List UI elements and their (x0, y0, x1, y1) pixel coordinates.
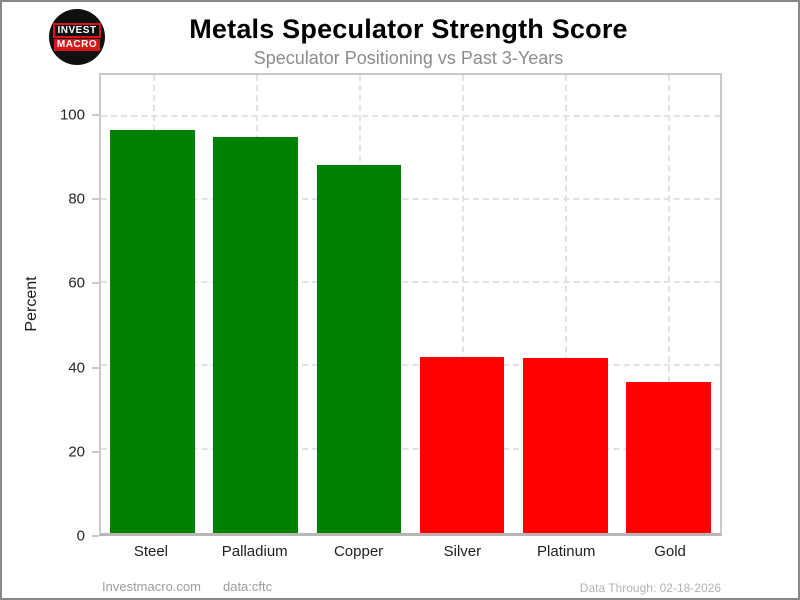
x-tick-label-platinum: Platinum (537, 543, 596, 560)
bar-slot-steel (101, 75, 204, 533)
x-tick-label-silver: Silver (443, 543, 482, 560)
y-axis-title: Percent (23, 276, 40, 332)
bar-slot-palladium (204, 75, 307, 533)
bar-slot-copper (307, 75, 410, 533)
y-tick-label-20: 20 (68, 443, 85, 461)
bar-platinum (522, 358, 608, 533)
bars-layer (101, 75, 720, 533)
y-tick-mark-0 (92, 535, 99, 537)
bar-slot-platinum (514, 75, 617, 533)
hgridline-80 (101, 197, 720, 200)
plot-area (99, 73, 722, 536)
logo-invest-text: INVEST (53, 23, 101, 38)
hgridline-40 (101, 364, 720, 367)
y-tick-label-0: 0 (76, 527, 85, 545)
hgridline-100 (101, 114, 720, 117)
x-axis: Steel Palladium Copper Silver Platinum Gold (99, 543, 722, 560)
x-tick-label-gold: Gold (654, 543, 686, 560)
y-tick-mark-100 (92, 114, 99, 117)
y-axis: 0 20 40 60 80 100 (2, 73, 99, 545)
x-tick-label-steel: Steel (133, 543, 169, 560)
chart-title: Metals Speculator Strength Score (189, 14, 628, 44)
footer-source-text: data:cftc (222, 579, 273, 594)
x-tick-label-palladium: Palladium (221, 543, 288, 560)
bar-copper (316, 164, 402, 533)
y-tick-mark-80 (92, 198, 99, 201)
footer-left: Investmacro.com data:cftc (102, 579, 272, 594)
footer-data-through: Data Through: 02-18-2026 (579, 581, 721, 595)
x-tick-label-copper: Copper (333, 543, 384, 560)
logo-macro-text: MACRO (53, 39, 101, 51)
vgridline-gold (668, 75, 671, 533)
bar-gold (626, 382, 711, 533)
footer-site-text: Investmacro.com (102, 579, 201, 594)
bar-silver (419, 356, 505, 533)
hgridline-60 (101, 281, 720, 284)
y-tick-mark-20 (92, 450, 99, 453)
bar-slot-gold (617, 75, 720, 533)
y-tick-label-100: 100 (59, 106, 85, 124)
vgridline-platinum (565, 75, 568, 533)
y-tick-mark-60 (92, 282, 99, 285)
chart-subtitle: Speculator Positioning vs Past 3-Years (253, 48, 564, 68)
y-tick-mark-40 (92, 366, 99, 369)
y-tick-label-80: 80 (68, 190, 85, 208)
bar-steel (110, 129, 195, 533)
bar-slot-silver (411, 75, 514, 533)
y-tick-label-60: 60 (68, 274, 85, 292)
y-tick-label-40: 40 (68, 359, 85, 377)
bar-palladium (213, 136, 299, 533)
investmacro-logo: INVEST MACRO (49, 9, 105, 65)
hgridline-20 (101, 447, 720, 450)
vgridline-silver (462, 75, 465, 533)
